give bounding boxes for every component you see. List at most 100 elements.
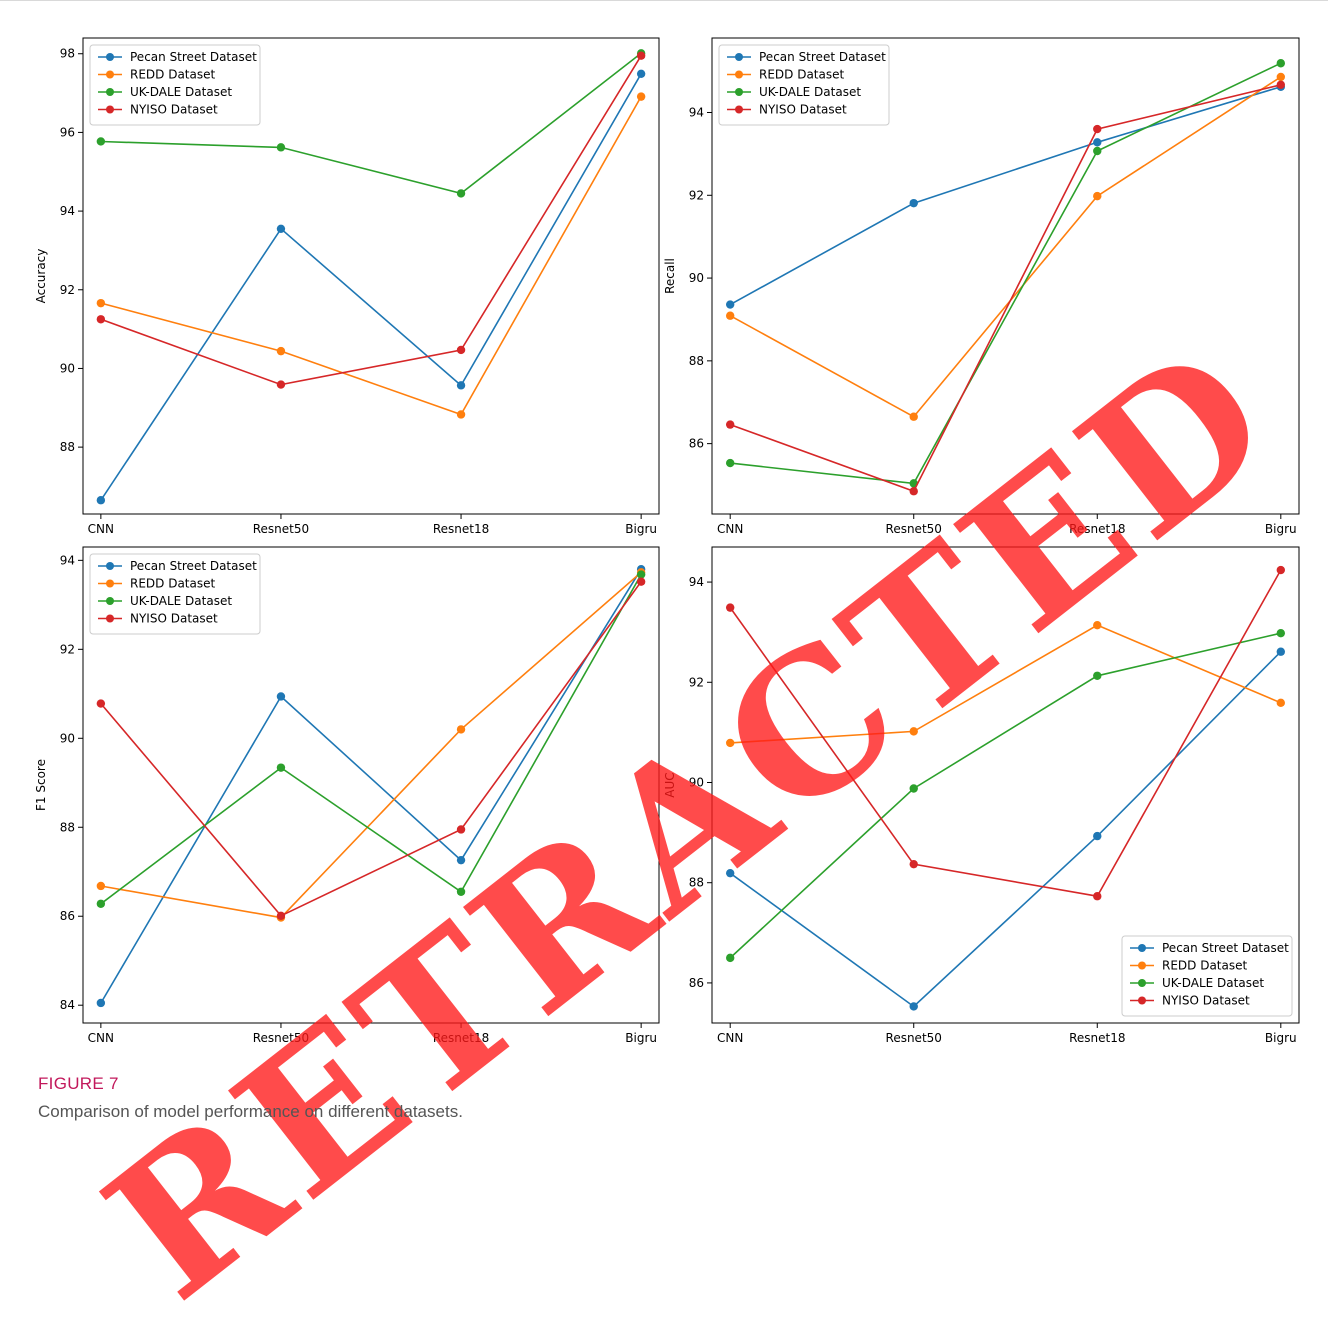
data-point bbox=[96, 699, 106, 708]
legend-label: Pecan Street Dataset bbox=[1162, 941, 1289, 955]
data-point bbox=[276, 911, 286, 920]
data-point bbox=[96, 496, 106, 505]
legend-label: Pecan Street Dataset bbox=[130, 559, 257, 573]
legend-label: UK-DALE Dataset bbox=[1162, 976, 1264, 990]
data-point bbox=[276, 346, 286, 356]
x-tick-label: Resnet50 bbox=[253, 1031, 309, 1045]
legend-swatch-marker bbox=[106, 597, 114, 605]
legend-label: Pecan Street Dataset bbox=[759, 50, 886, 64]
y-tick-label: 92 bbox=[60, 283, 75, 297]
data-point bbox=[96, 137, 106, 146]
y-tick-label: 88 bbox=[689, 354, 704, 368]
legend-swatch-marker bbox=[106, 105, 114, 114]
x-tick-label: CNN bbox=[717, 1031, 743, 1045]
data-point bbox=[456, 887, 466, 896]
data-point bbox=[636, 577, 646, 586]
chart-panel-1: 88 90 92 94 96 98 CNN Resnet50 Resnet18 Bigru Accu… bbox=[34, 37, 660, 536]
data-point bbox=[1276, 80, 1286, 89]
x-tick-label: Bigru bbox=[1265, 522, 1297, 536]
y-tick-label: 84 bbox=[60, 998, 75, 1012]
y-tick-label: 90 bbox=[60, 361, 75, 375]
data-point bbox=[909, 784, 918, 793]
data-point bbox=[1276, 698, 1286, 708]
y-tick-label: 90 bbox=[689, 271, 704, 285]
x-tick-label: Resnet18 bbox=[433, 1031, 489, 1045]
legend-label: REDD Dataset bbox=[130, 577, 216, 591]
legend-swatch-marker bbox=[106, 70, 114, 79]
legend-swatch-marker bbox=[106, 53, 114, 61]
data-point bbox=[1093, 191, 1102, 201]
data-point bbox=[456, 725, 466, 734]
data-point bbox=[909, 412, 918, 421]
plot-frame bbox=[82, 546, 660, 1024]
x-tick-label: CNN bbox=[88, 1031, 114, 1045]
series-line bbox=[100, 52, 642, 195]
data-point bbox=[276, 380, 286, 389]
data-point bbox=[1093, 892, 1102, 901]
x-tick-label: Resnet18 bbox=[1069, 522, 1125, 536]
data-point bbox=[909, 487, 918, 496]
y-tick-label: 90 bbox=[689, 775, 704, 789]
series-line bbox=[730, 62, 1282, 485]
series-line bbox=[729, 86, 1282, 306]
data-point bbox=[1093, 124, 1102, 134]
data-point bbox=[725, 458, 735, 468]
data-point bbox=[1093, 620, 1102, 630]
data-point bbox=[1276, 628, 1286, 638]
legend: Pecan Street Dataset REDD Dataset UK-DALE … bbox=[1121, 935, 1293, 1017]
legend: Pecan Street Dataset REDD Dataset UK-DALE … bbox=[718, 44, 890, 126]
y-tick-label: 86 bbox=[60, 909, 75, 923]
figure-chart-grid: 88 90 92 94 96 98 CNN Resnet50 Resnet18 Bigru Accu… bbox=[34, 37, 1300, 1045]
legend: Pecan Street Dataset REDD Dataset UK-DALE … bbox=[89, 553, 261, 635]
y-tick-label: 92 bbox=[60, 642, 75, 656]
legend-swatch-marker bbox=[735, 88, 743, 96]
legend-swatch-marker bbox=[1138, 996, 1146, 1005]
legend-swatch-marker bbox=[1138, 944, 1146, 952]
legend-swatch-marker bbox=[1138, 961, 1146, 970]
y-tick-label: 86 bbox=[689, 437, 704, 451]
y-tick-label: 90 bbox=[60, 731, 75, 745]
y-tick-label: 94 bbox=[689, 106, 704, 120]
data-point bbox=[276, 763, 286, 772]
y-tick-label: 94 bbox=[689, 575, 704, 589]
legend-swatch-marker bbox=[735, 70, 743, 79]
y-tick-label: 96 bbox=[60, 125, 75, 139]
x-tick-label: Resnet50 bbox=[253, 522, 309, 536]
x-tick-label: Resnet50 bbox=[886, 1031, 942, 1045]
x-tick-label: Resnet18 bbox=[1069, 1031, 1125, 1045]
legend-box bbox=[89, 44, 261, 126]
data-point bbox=[456, 410, 466, 419]
legend-label: REDD Dataset bbox=[1162, 959, 1248, 973]
legend-box bbox=[718, 44, 890, 126]
figure-label: FIGURE 7 bbox=[38, 1074, 119, 1093]
series-line bbox=[100, 574, 642, 905]
legend-swatch-marker bbox=[1138, 979, 1146, 987]
data-point bbox=[725, 420, 735, 429]
legend-swatch-marker bbox=[735, 105, 743, 114]
data-point bbox=[1276, 59, 1286, 68]
legend-label: REDD Dataset bbox=[130, 68, 216, 82]
series-line bbox=[729, 84, 1281, 493]
series-line bbox=[729, 632, 1281, 959]
data-point bbox=[725, 738, 735, 748]
y-tick-label: 94 bbox=[60, 204, 75, 218]
chart-panel-2: 86 88 90 92 94 CNN Resnet50 Resnet18 Bigru Recall… bbox=[663, 37, 1300, 536]
data-point bbox=[1093, 831, 1102, 841]
data-point bbox=[96, 315, 106, 324]
y-tick-label: 94 bbox=[60, 553, 75, 567]
data-point bbox=[725, 953, 735, 963]
legend-label: UK-DALE Dataset bbox=[130, 85, 232, 99]
data-point bbox=[636, 69, 646, 78]
y-tick-label: 86 bbox=[689, 976, 704, 990]
plot-frame bbox=[711, 37, 1300, 515]
data-point bbox=[276, 692, 286, 701]
data-point bbox=[1093, 146, 1102, 156]
data-point bbox=[96, 881, 106, 891]
series-line bbox=[100, 55, 642, 386]
y-tick-label: 88 bbox=[60, 440, 75, 454]
x-tick-label: Resnet50 bbox=[886, 522, 942, 536]
data-point bbox=[96, 899, 106, 908]
series-line bbox=[729, 76, 1282, 418]
series-line bbox=[729, 651, 1282, 1008]
y-tick-label: 88 bbox=[60, 820, 75, 834]
